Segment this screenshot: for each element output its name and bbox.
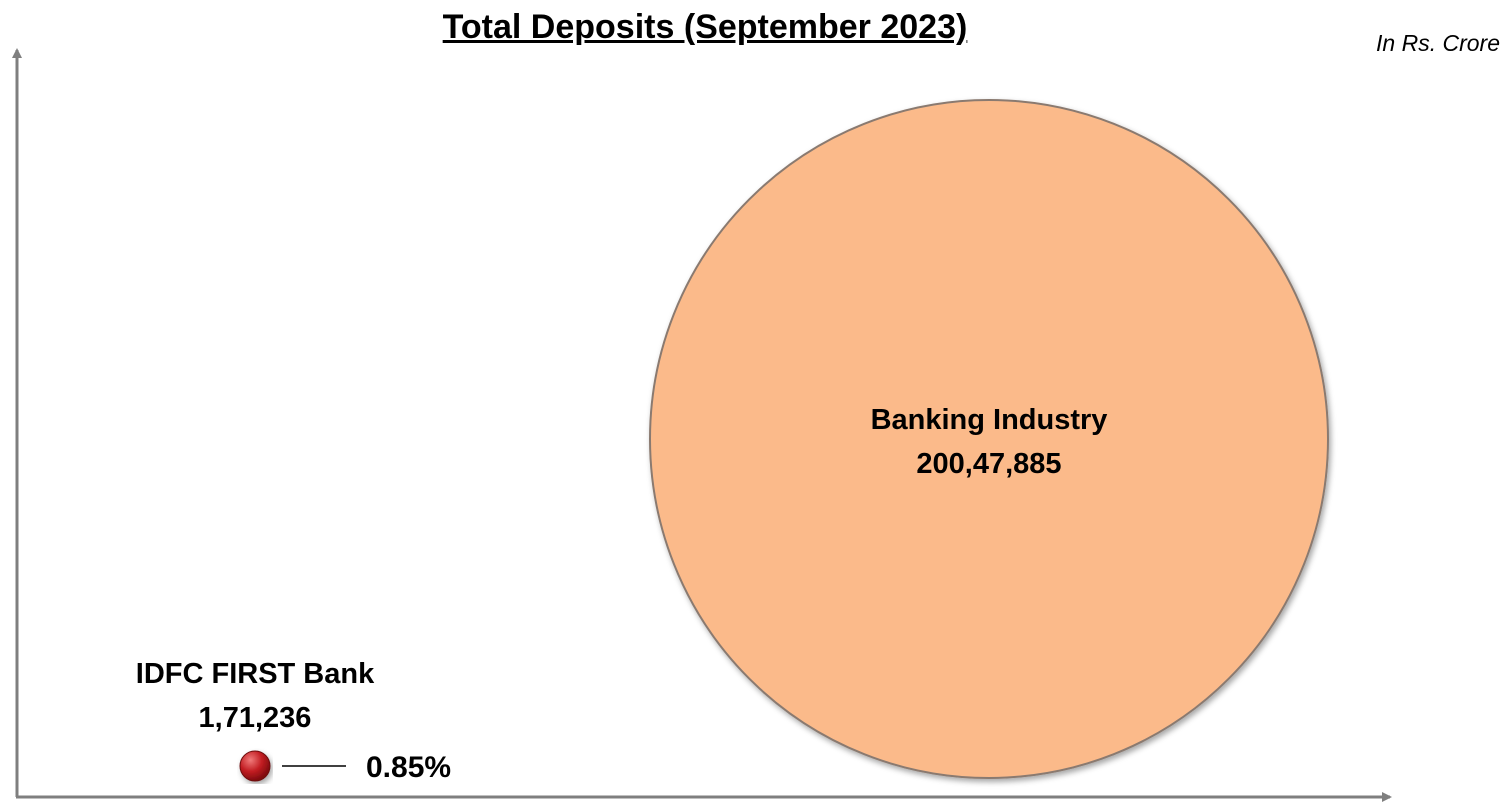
bubble-idfc-value: 1,71,236 <box>199 702 312 734</box>
bubble-idfc-name: IDFC FIRST Bank <box>136 658 375 690</box>
bubble-idfc-first-bank <box>239 750 271 782</box>
units-note: In Rs. Crore <box>1376 30 1500 56</box>
bubble-banking-industry <box>649 99 1329 779</box>
bubble-banking-industry-value: 200,47,885 <box>916 448 1061 480</box>
share-percent-label: 0.85% <box>366 751 451 784</box>
chart-title: Total Deposits (September 2023) <box>442 8 968 46</box>
bubble-banking-industry-name: Banking Industry <box>871 404 1108 436</box>
